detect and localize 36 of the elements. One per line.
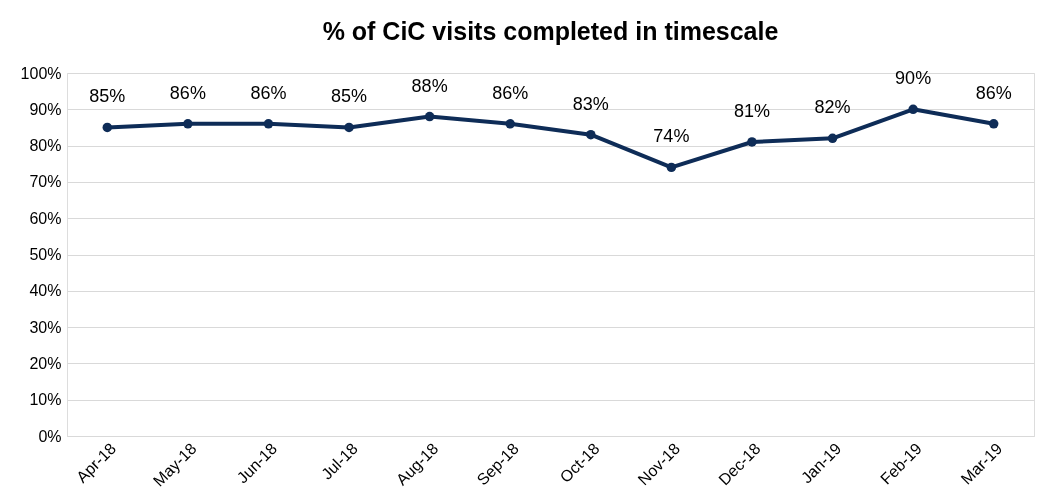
data-label: 86% xyxy=(250,82,287,103)
data-label: 85% xyxy=(331,86,368,107)
data-label: 86% xyxy=(169,82,206,103)
data-label: 82% xyxy=(814,97,851,118)
point xyxy=(747,137,757,147)
point xyxy=(908,104,918,115)
point xyxy=(424,111,435,122)
data-label: 86% xyxy=(492,82,529,103)
point xyxy=(505,119,515,129)
data-label: 90% xyxy=(895,68,932,89)
y-tick-label: 60% xyxy=(29,209,62,227)
y-tick-label: 50% xyxy=(29,246,62,263)
y-tick-label: 0% xyxy=(38,427,62,445)
y-tick-label: 100% xyxy=(20,64,62,82)
y-tick-label: 10% xyxy=(29,391,62,409)
data-label: 83% xyxy=(572,93,609,114)
data-label: 81% xyxy=(733,100,770,121)
point xyxy=(263,119,274,129)
chart-title: % of CiC visits completed in timescale xyxy=(322,17,779,45)
y-tick-label: 20% xyxy=(29,354,62,372)
y-tick-label: 70% xyxy=(29,173,62,191)
data-label: 74% xyxy=(653,126,690,147)
point xyxy=(183,119,193,129)
data-label: 85% xyxy=(89,86,126,107)
point xyxy=(827,133,838,144)
y-tick-label: 90% xyxy=(29,100,62,118)
y-tick-label: 80% xyxy=(29,137,62,155)
data-label: 86% xyxy=(975,82,1012,103)
point xyxy=(988,119,999,129)
y-tick-label: 30% xyxy=(29,318,62,336)
point xyxy=(586,129,596,140)
point xyxy=(666,162,677,173)
data-label: 88% xyxy=(411,75,448,96)
point xyxy=(102,122,113,133)
point xyxy=(344,122,354,133)
y-tick-label: 40% xyxy=(29,282,62,300)
